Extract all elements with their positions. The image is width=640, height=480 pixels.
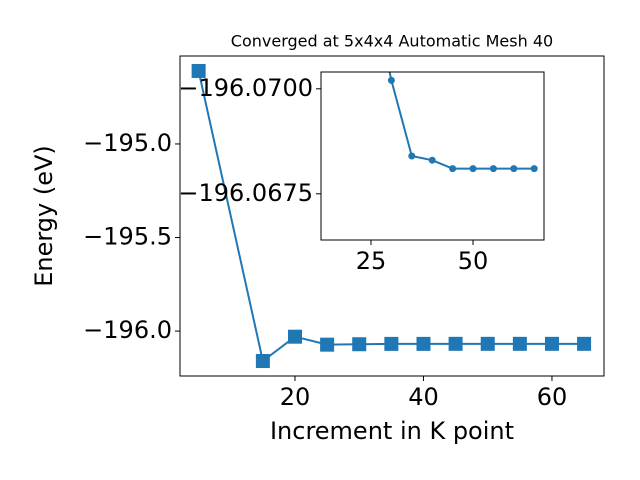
axes-frame [179, 55, 605, 377]
plot-area [321, 72, 544, 240]
chart-title: Converged at 5x4x4 Automatic Mesh 40 [231, 32, 553, 51]
marker [512, 336, 527, 351]
marker [544, 336, 559, 351]
marker [577, 336, 592, 351]
marker [416, 336, 431, 351]
marker [320, 337, 335, 352]
marker [387, 76, 395, 84]
y-tick-label: −196.0 [83, 316, 172, 344]
axes-frame [320, 71, 545, 241]
x-tick-label: 25 [356, 247, 387, 275]
y-tick-label: −195.5 [83, 223, 172, 251]
y-tick-label: −195.0 [83, 129, 172, 157]
marker [191, 63, 206, 78]
marker [255, 354, 270, 369]
marker [408, 152, 416, 160]
x-axis-label: Increment in K point [270, 417, 514, 445]
marker [428, 156, 436, 164]
plot-clip [387, 72, 538, 173]
marker [469, 165, 477, 173]
y-axis-label: Energy (eV) [30, 145, 58, 287]
marker [287, 329, 302, 344]
marker [352, 337, 367, 352]
y-tick-label: −196.0700 [178, 74, 313, 102]
x-tick-label: 20 [280, 383, 311, 411]
marker [510, 165, 518, 173]
x-tick-label: 50 [458, 247, 489, 275]
x-tick-label: 40 [408, 383, 439, 411]
x-tick-label: 60 [537, 383, 568, 411]
marker [448, 336, 463, 351]
marker [530, 165, 538, 173]
marker [384, 336, 399, 351]
marker [480, 336, 495, 351]
plot-clip [191, 63, 592, 369]
marker [489, 165, 497, 173]
marker [449, 165, 457, 173]
y-tick-label: −196.0675 [178, 179, 313, 207]
